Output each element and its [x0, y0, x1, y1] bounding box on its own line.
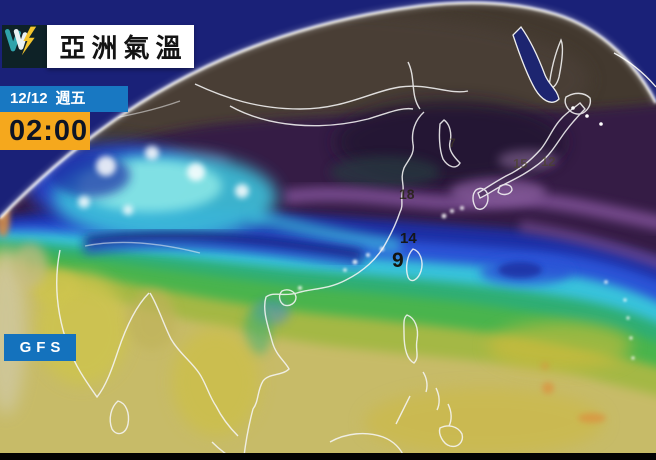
letterbox-bottom-bar — [0, 453, 656, 460]
page-title: 亞洲氣溫 — [59, 33, 188, 63]
coastline-outlines — [39, 38, 592, 460]
w-lightning-icon — [5, 26, 37, 56]
weatherrisk-logo — [2, 25, 47, 68]
temperature-label-north-taiwan: 14 — [400, 230, 417, 247]
temperature-label-japan-west: 15 — [513, 156, 528, 171]
time-banner: 02:00 — [0, 112, 90, 150]
time-value: 02:00 — [9, 115, 89, 147]
date-banner: 12/12 週五 — [0, 86, 128, 112]
model-badge: GFS — [4, 334, 76, 361]
temperature-label-taiwan-strait: 9 — [392, 249, 404, 272]
date-value: 12/12 — [10, 90, 48, 107]
page-title-box: 亞洲氣溫 — [47, 25, 194, 68]
weekday-value: 週五 — [55, 90, 86, 107]
temperature-label-shanghai: 18 — [399, 186, 415, 202]
temperature-label-japan-east: 12 — [541, 154, 556, 169]
model-label: GFS — [19, 339, 66, 356]
temperature-label-korea: 7 — [449, 136, 456, 150]
